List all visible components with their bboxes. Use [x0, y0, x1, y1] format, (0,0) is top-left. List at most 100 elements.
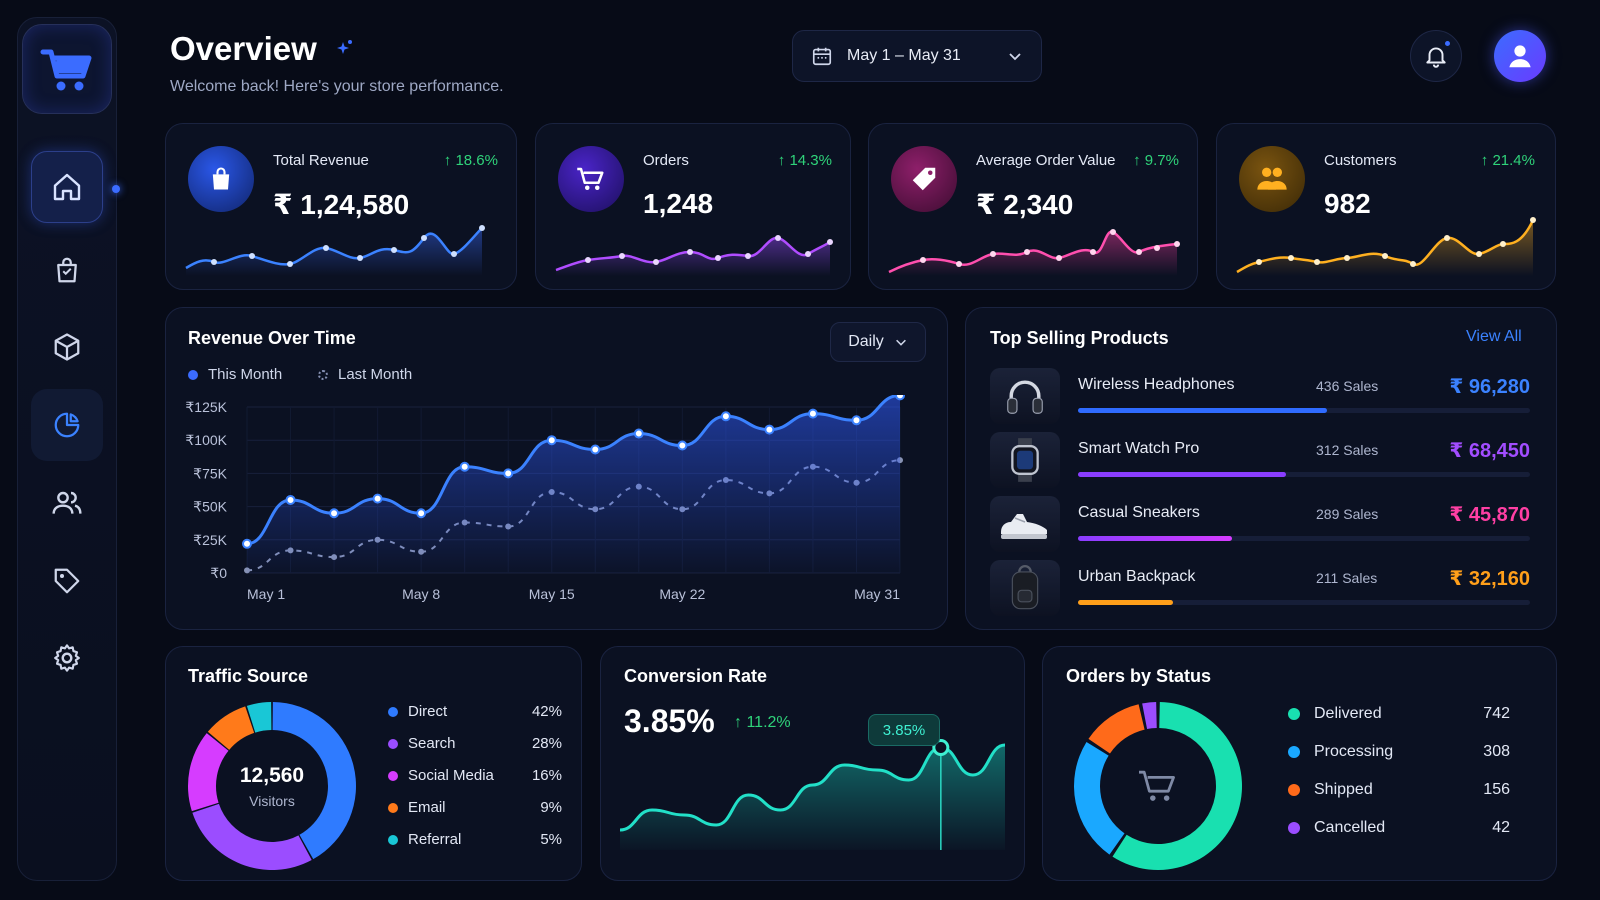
donut-slice-referral[interactable]: [246, 702, 272, 733]
sidebar-item-products[interactable]: [31, 311, 103, 383]
chevron-down-icon: [1009, 53, 1021, 61]
sidebar-item-analytics[interactable]: [31, 389, 103, 461]
this-month-point[interactable]: [590, 444, 601, 455]
period-select-label: Daily: [848, 333, 884, 350]
bell-icon: [1426, 47, 1446, 68]
top-products-title: Top Selling Products: [990, 328, 1169, 348]
user-icon: [1509, 45, 1531, 68]
product-row[interactable]: Smart Watch Pro 312 Sales ₹ 68,450: [990, 432, 1530, 488]
this-month-point[interactable]: [720, 411, 731, 422]
product-name: Urban Backpack: [1078, 568, 1196, 585]
product-row[interactable]: Casual Sneakers 289 Sales ₹ 45,870: [990, 496, 1530, 552]
kpi-card-revenue[interactable]: Total Revenue ↑ 18.6% ₹ 1,24,580: [165, 123, 517, 290]
product-price: ₹ 45,870: [1449, 504, 1530, 526]
legend-dot: [318, 369, 328, 380]
headphones-image: [990, 368, 1060, 424]
donut-slice-search[interactable]: [192, 803, 312, 870]
date-range-label: May 1 – May 31: [847, 47, 961, 64]
product-sales: 312 Sales: [1316, 442, 1379, 458]
this-month-point[interactable]: [807, 408, 818, 419]
conversion-tooltip: 3.85%: [868, 714, 940, 746]
view-all-link[interactable]: View All: [1466, 328, 1522, 345]
traffic-legend-direct: Direct 42%: [388, 703, 562, 720]
sidebar-item-settings[interactable]: [31, 622, 103, 694]
y-tick-label: ₹75K: [193, 465, 227, 481]
legend-dot: [1288, 822, 1300, 834]
this-month-point[interactable]: [329, 508, 340, 519]
donut-slice-direct[interactable]: [272, 702, 356, 860]
period-select[interactable]: Daily: [830, 322, 926, 362]
kpi-card-aov[interactable]: Average Order Value ↑ 9.7% ₹ 2,340: [868, 123, 1198, 290]
traffic-legend-search: Search 28%: [388, 735, 562, 752]
conversion-change: ↑ 11.2%: [734, 714, 791, 731]
y-tick-label: ₹125K: [185, 399, 227, 415]
conversion-title: Conversion Rate: [624, 666, 768, 686]
sidebar: [17, 17, 117, 881]
this-month-point[interactable]: [851, 415, 862, 426]
chevron-down-icon: [895, 339, 906, 346]
this-month-point[interactable]: [242, 538, 252, 549]
sidebar-item-discounts[interactable]: [31, 545, 103, 617]
this-month-point[interactable]: [372, 493, 383, 504]
donut-slice-processing[interactable]: [1074, 741, 1125, 855]
kpi-card-customers[interactable]: Customers ↑ 21.4% 982: [1216, 123, 1556, 290]
orders-status-donut-chart: [1074, 702, 1242, 870]
tag-icon: [54, 568, 80, 594]
donut-slice-email[interactable]: [207, 706, 255, 750]
kpi-change: ↑ 18.6%: [443, 152, 498, 169]
donut-slice-social-media[interactable]: [188, 733, 229, 812]
users-icon: [1239, 146, 1305, 212]
this-month-point[interactable]: [459, 461, 470, 472]
aov-sparkline: [888, 229, 1180, 276]
this-month-point[interactable]: [416, 508, 427, 519]
user-avatar[interactable]: [1494, 30, 1546, 82]
this-month-point[interactable]: [503, 468, 514, 479]
this-month-point[interactable]: [546, 435, 557, 446]
cart-icon: [1139, 770, 1175, 801]
kpi-change: ↑ 21.4%: [1480, 152, 1535, 169]
product-row[interactable]: Wireless Headphones 436 Sales ₹ 96,280: [990, 368, 1530, 424]
donut-slice-delivered[interactable]: [1112, 702, 1242, 870]
legend-dot: [188, 369, 198, 380]
cart-logo-icon[interactable]: [22, 24, 112, 114]
product-row[interactable]: Urban Backpack 211 Sales ₹ 32,160: [990, 560, 1530, 616]
settings-icon: [54, 644, 80, 672]
legend-dot: [388, 706, 398, 717]
this-month-point[interactable]: [633, 428, 644, 439]
shopping-bag-icon: [57, 257, 77, 283]
sidebar-item-orders[interactable]: [31, 234, 103, 306]
date-range-picker[interactable]: May 1 – May 31: [792, 30, 1042, 82]
this-month-point[interactable]: [895, 395, 905, 401]
sneakers-image: [990, 496, 1060, 552]
legend-dot: [388, 834, 398, 845]
donut-slice-shipped[interactable]: [1088, 704, 1145, 754]
x-tick-label: May 22: [659, 586, 705, 602]
traffic-legend-social: Social Media 16%: [388, 767, 562, 784]
kpi-value: 982: [1324, 188, 1371, 219]
notifications-button[interactable]: [1410, 30, 1462, 82]
sidebar-item-home[interactable]: [31, 151, 103, 223]
traffic-source-title: Traffic Source: [188, 666, 309, 686]
legend-this-month: This Month: [188, 366, 282, 383]
this-month-point[interactable]: [677, 440, 688, 451]
product-sales-bar: [1078, 408, 1530, 413]
this-month-line: [246, 395, 901, 546]
donut-slice-cancelled[interactable]: [1142, 702, 1157, 730]
x-tick-label: May 31: [854, 586, 900, 602]
box-icon: [54, 333, 80, 361]
notification-badge: [1443, 39, 1452, 48]
this-month-point[interactable]: [285, 494, 296, 505]
kpi-card-orders[interactable]: Orders ↑ 14.3% 1,248: [535, 123, 851, 290]
x-tick-label: May 15: [529, 586, 575, 602]
x-tick-label: May 8: [402, 586, 440, 602]
sidebar-item-customers[interactable]: [31, 467, 103, 539]
product-price: ₹ 32,160: [1449, 568, 1530, 590]
this-month-point[interactable]: [764, 424, 775, 435]
pie-chart-icon: [54, 412, 80, 438]
status-legend-processing: Processing 308: [1288, 743, 1510, 761]
shopping-bag-icon: [188, 146, 254, 212]
product-sales-bar: [1078, 536, 1530, 541]
conversion-highlight-point[interactable]: [932, 739, 950, 756]
kpi-value: 1,248: [643, 188, 714, 219]
kpi-label: Orders: [643, 152, 689, 169]
